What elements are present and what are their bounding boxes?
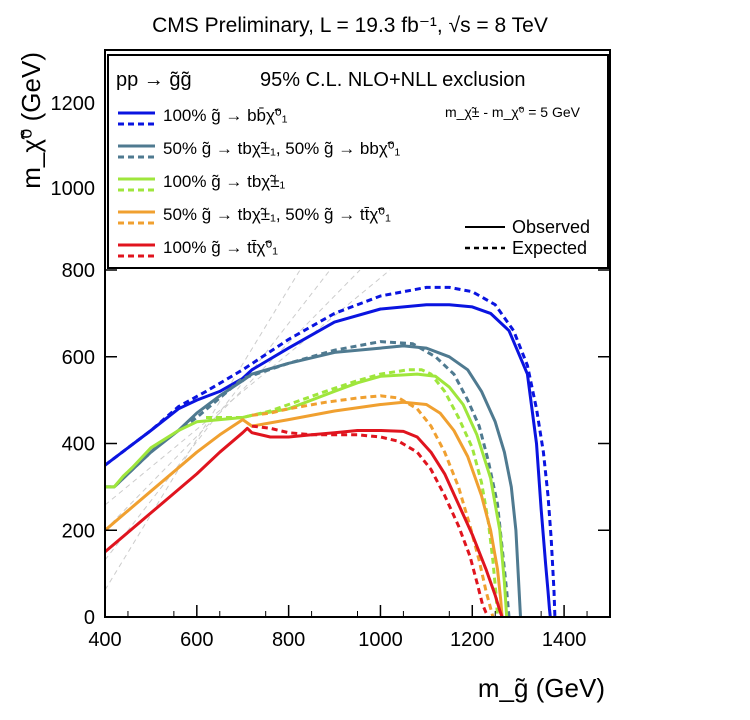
legend-mass-note: m_χ̃± - m_χ̃⁰ = 5 GeV bbox=[445, 104, 581, 120]
series-line-2 bbox=[105, 344, 522, 617]
x-tick-label-5: 1400 bbox=[542, 629, 587, 651]
legend-header: 95% C.L. NLO+NLL exclusion bbox=[260, 69, 526, 91]
x-axis-label: m_g̃ (GeV) bbox=[478, 673, 605, 703]
series-line-7 bbox=[251, 394, 495, 617]
series-line-1 bbox=[105, 285, 557, 617]
x-tick-label-1: 600 bbox=[180, 629, 213, 651]
series-line-9 bbox=[251, 424, 490, 617]
y-tick-label-upper-0: 1000 bbox=[51, 178, 96, 200]
legend-entry-label-2: 100% g̃ → tbχ̃±₁ bbox=[163, 172, 286, 191]
y-tick-label-1: 200 bbox=[62, 520, 95, 542]
series-line-0 bbox=[105, 303, 552, 617]
legend-entries: 100% g̃ → bb̄χ̃⁰₁ 50% g̃ → tbχ̃±₁, 50% g̃… bbox=[118, 106, 401, 258]
chart-title: CMS Preliminary, L = 19.3 fb⁻¹, √s = 8 T… bbox=[152, 14, 548, 37]
y-tick-label-4: 800 bbox=[62, 260, 95, 282]
x-tick-label-3: 1000 bbox=[358, 629, 403, 651]
legend-expected-label: Expected bbox=[512, 238, 587, 258]
series-line-4 bbox=[105, 372, 509, 617]
y-tick-label-upper-1: 1200 bbox=[51, 93, 96, 115]
x-tick-label-4: 1200 bbox=[450, 629, 495, 651]
legend-entry-label-0: 100% g̃ → bb̄χ̃⁰₁ bbox=[163, 106, 288, 125]
y-tick-label-0: 0 bbox=[84, 607, 95, 629]
x-tick-label-2: 800 bbox=[272, 629, 305, 651]
legend-entry-label-3: 50% g̃ → tbχ̃±₁, 50% g̃ → tt̄χ̃⁰₁ bbox=[163, 205, 391, 224]
series-line-8 bbox=[105, 426, 504, 617]
ticks-layer: 400 600 800 1000 1200 1400 0 200 400 600 800 1000 12… bbox=[51, 93, 610, 651]
series-layer bbox=[105, 285, 557, 617]
x-tick-label-0: 400 bbox=[88, 629, 121, 651]
legend-entry-label-4: 100% g̃ → tt̄χ̃⁰₁ bbox=[163, 238, 278, 257]
legend-process: pp → g̃g̃ bbox=[116, 69, 192, 91]
legend-box bbox=[107, 54, 609, 269]
y-axis-label: m_χ̃⁰ (GeV) bbox=[16, 52, 46, 189]
legend-observed-label: Observed bbox=[512, 217, 590, 237]
legend-entry-label-1: 50% g̃ → tbχ̃±₁, 50% g̃ → bbχ̃⁰₁ bbox=[163, 139, 401, 158]
legend: pp → g̃g̃ 95% C.L. NLO+NLL exclusion m_χ… bbox=[107, 54, 609, 269]
y-tick-label-3: 600 bbox=[62, 347, 95, 369]
y-tick-label-2: 400 bbox=[62, 434, 95, 456]
series-line-6 bbox=[105, 400, 504, 617]
